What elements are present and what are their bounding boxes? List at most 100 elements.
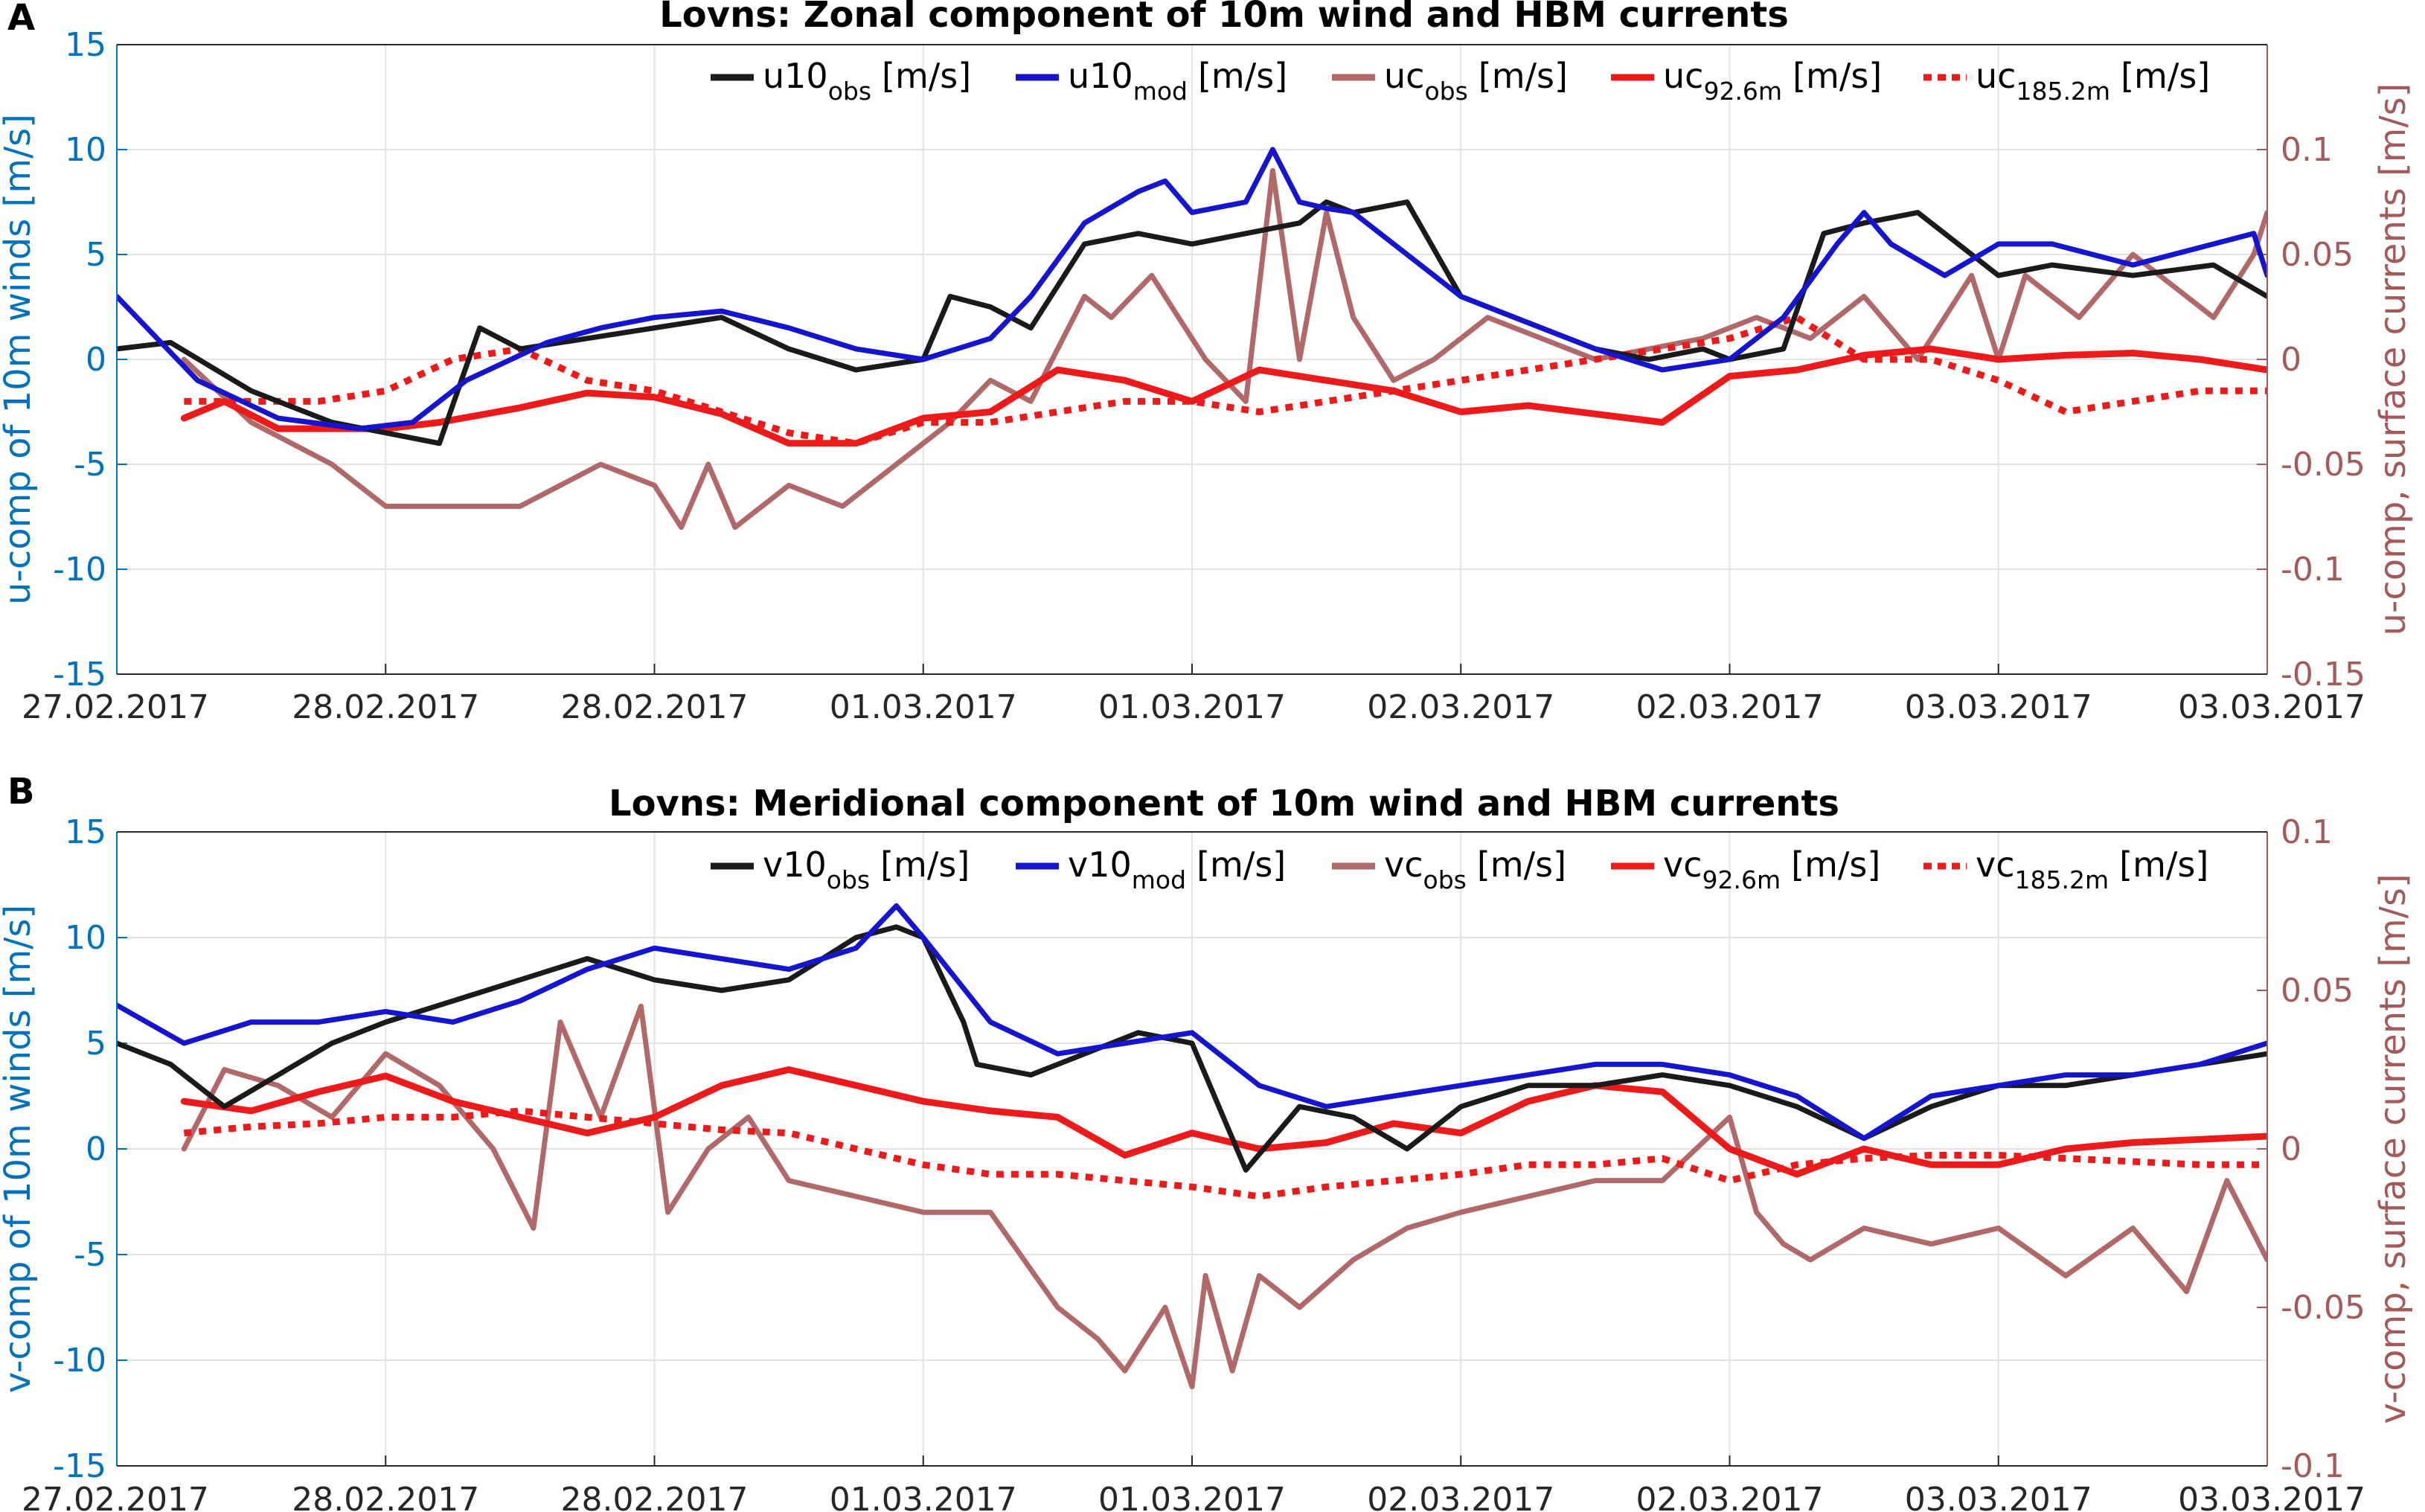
series-line-vc-92-6m — [180, 1066, 2267, 1178]
x-tick-label: 02.03.2017 — [1636, 688, 1824, 726]
x-tick-label: 02.03.2017 — [1367, 688, 1554, 726]
x-tick-label: 28.02.2017 — [292, 1481, 479, 1512]
panel-a: 27.02.2017 28.02.2017 28.02.2017 01.03.2017… — [0, 0, 2414, 726]
legend-entry: uc92.6m [m/s] — [1663, 56, 1882, 106]
panel-label: A — [7, 0, 35, 39]
y-left-tick-label: 15 — [65, 813, 106, 851]
legend-entry: uc185.2m [m/s] — [1976, 56, 2210, 106]
y-left-axis-label: v-comp of 10m winds [m/s] — [0, 905, 39, 1393]
legend-subscript: 92.6m — [1702, 865, 1781, 894]
y-left-tick-label: -10 — [53, 1342, 106, 1380]
series-line-uc-92-6m — [180, 345, 2267, 447]
legend-entry: ucobs [m/s] — [1384, 56, 1568, 106]
x-tick-label: 01.03.2017 — [1098, 1481, 1286, 1512]
series-line-u10-mod — [117, 147, 2267, 432]
legend-subscript: obs — [828, 77, 871, 106]
x-tick-label: 03.03.2017 — [2178, 688, 2365, 726]
legend: u10obs [m/s] u10mod [m/s] ucobs [m/s] uc92.6m[… — [711, 56, 2210, 106]
x-tick-label: 02.03.2017 — [1636, 1481, 1824, 1512]
legend-unit: [m/s] — [882, 56, 971, 96]
y-right-axis-label: v-comp, surface currents [m/s] — [2372, 874, 2414, 1423]
x-tick-label: 01.03.2017 — [830, 1481, 1017, 1512]
legend-name: v10 — [763, 845, 827, 885]
legend-unit: [m/s] — [1198, 56, 1287, 96]
legend-name: uc — [1384, 56, 1424, 96]
legend-name: v10 — [1068, 845, 1132, 885]
legend: v10obs [m/s] v10mod [m/s] vcobs [m/s] vc92.6m[… — [711, 845, 2208, 894]
legend-name: u10 — [1068, 56, 1133, 96]
legend-subscript: 185.2m — [2016, 77, 2110, 106]
x-tick-label: 03.03.2017 — [1905, 688, 2092, 726]
y-left-tick-label: 0 — [86, 1130, 106, 1168]
legend-entry: u10obs [m/s] — [763, 56, 971, 106]
legend-unit: [m/s] — [1197, 845, 1286, 885]
y-left-tick-label: 5 — [86, 236, 106, 274]
y-left-tick-label: 0 — [86, 341, 106, 379]
legend-subscript: mod — [1132, 865, 1186, 894]
panel-label: B — [7, 771, 35, 813]
legend-unit: [m/s] — [880, 845, 970, 885]
legend-entry: v10mod [m/s] — [1068, 845, 1286, 894]
legend-subscript: obs — [827, 865, 870, 894]
y-left-tick-label: -10 — [53, 551, 106, 589]
y-right-tick-label: -0.05 — [2281, 446, 2365, 484]
legend-subscript: 185.2m — [2015, 865, 2110, 894]
y-right-tick-label: 0 — [2281, 1130, 2301, 1168]
legend-entry: u10mod [m/s] — [1068, 56, 1287, 106]
x-tick-label: 28.02.2017 — [561, 688, 749, 726]
legend-entry: v10obs [m/s] — [763, 845, 970, 894]
legend-name: u10 — [763, 56, 828, 96]
legend-name: vc — [1663, 845, 1702, 885]
legend-subscript: obs — [1423, 865, 1467, 894]
y-left-axis-label: u-comp of 10m winds [m/s] — [0, 114, 39, 605]
x-tick-label: 28.02.2017 — [561, 1481, 749, 1512]
legend-unit: [m/s] — [1477, 845, 1566, 885]
legend-entry: vc185.2m [m/s] — [1976, 845, 2208, 894]
series-line-u10-obs — [117, 199, 2267, 446]
y-left-tick-label: -5 — [74, 1236, 106, 1274]
y-left-tick-label: 10 — [65, 131, 106, 169]
series-line-vc-185-2m — [183, 1107, 2267, 1200]
chart-title: Lovns: Zonal component of 10m wind and H… — [659, 0, 1789, 36]
y-left-tick-label: 10 — [65, 919, 106, 957]
legend-name: vc — [1976, 845, 2015, 885]
y-left-tick-label: 5 — [86, 1025, 106, 1063]
legend-subscript: mod — [1133, 77, 1188, 106]
series-group — [117, 903, 2267, 1389]
y-right-tick-label: 0 — [2281, 341, 2301, 379]
y-left-tick-label: 15 — [65, 26, 106, 64]
x-tick-label: 28.02.2017 — [292, 688, 479, 726]
legend-entry: vcobs [m/s] — [1384, 845, 1566, 894]
y-right-tick-label: -0.1 — [2281, 1447, 2345, 1485]
series-line-vc-obs — [181, 1003, 2267, 1389]
legend-unit: [m/s] — [2121, 56, 2210, 96]
legend-subscript: 92.6m — [1703, 77, 1782, 106]
y-right-tick-label: -0.05 — [2281, 1289, 2365, 1327]
chart-title: Lovns: Meridional component of 10m wind … — [609, 783, 1839, 824]
x-tick-label: 02.03.2017 — [1367, 1481, 1554, 1512]
y-right-tick-label: -0.15 — [2281, 656, 2365, 693]
series-line-v10-obs — [117, 924, 2267, 1173]
x-tick-label: 27.02.2017 — [22, 1481, 209, 1512]
legend-unit: [m/s] — [1479, 56, 1568, 96]
legend-name: uc — [1663, 56, 1703, 96]
y-left-tick-label: -15 — [53, 656, 106, 693]
y-left-tick-label: -15 — [53, 1447, 106, 1485]
legend-name: uc — [1976, 56, 2016, 96]
x-tick-label: 03.03.2017 — [1905, 1481, 2092, 1512]
x-tick-label: 01.03.2017 — [1098, 688, 1286, 726]
y-right-axis-label: u-comp, surface currents [m/s] — [2372, 83, 2414, 636]
legend-name: vc — [1384, 845, 1423, 885]
y-right-tick-label: -0.1 — [2281, 551, 2345, 589]
y-right-tick-label: 0.1 — [2281, 813, 2333, 851]
legend-unit: [m/s] — [1793, 56, 1882, 96]
y-left-tick-label: -5 — [74, 446, 106, 484]
x-tick-label: 03.03.2017 — [2178, 1481, 2365, 1512]
x-tick-label: 01.03.2017 — [830, 688, 1017, 726]
series-line-uc-185-2m — [184, 314, 2267, 447]
legend-unit: [m/s] — [2119, 845, 2208, 885]
series-line-uc-obs — [181, 167, 2267, 531]
x-tick-label: 27.02.2017 — [22, 688, 209, 726]
legend-unit: [m/s] — [1791, 845, 1880, 885]
